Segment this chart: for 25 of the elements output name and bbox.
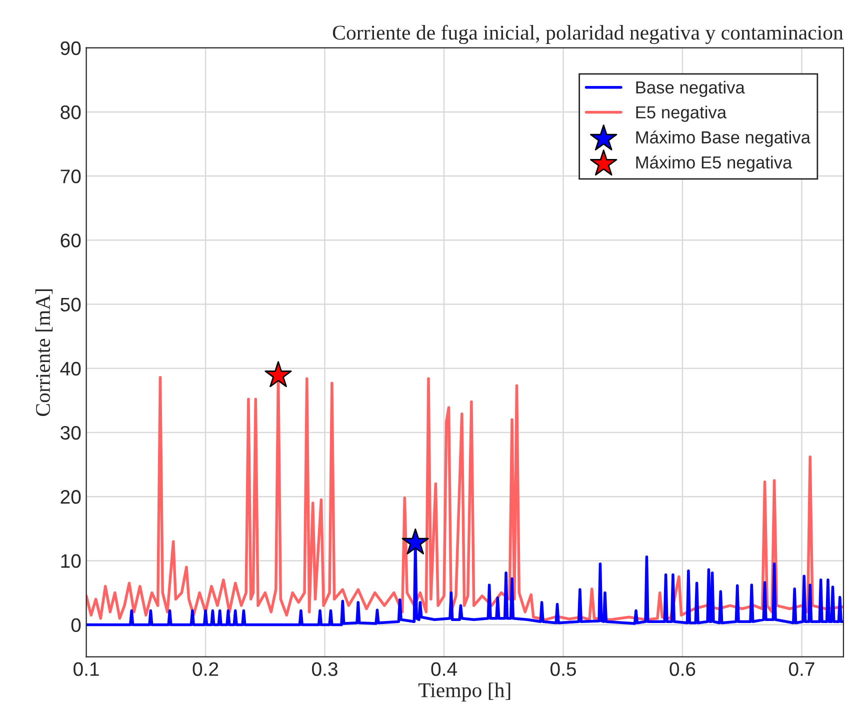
y-axis-title: Corriente [mA]	[35, 289, 53, 416]
y-tick-label: 20	[60, 490, 81, 504]
x-axis-title: Tiempo [h]	[418, 682, 510, 702]
y-tick-label: 70	[60, 170, 81, 184]
x-tick-label: 0.7	[788, 662, 814, 676]
x-tick-label: 0.3	[312, 662, 338, 676]
legend-label: Base negativa	[636, 80, 745, 98]
y-tick-label: 10	[61, 554, 81, 568]
line-series	[86, 374, 844, 622]
legend-label: E5 negativa	[636, 106, 727, 122]
y-tick-label: 50	[60, 298, 81, 312]
x-tick-label: 0.6	[670, 662, 696, 676]
y-tick-label: 40	[60, 362, 81, 376]
legend-label: Máximo E5 negativa	[636, 156, 792, 172]
x-tick-label: 0.4	[431, 662, 457, 676]
y-tick-label: 30	[60, 426, 81, 440]
x-tick-label: 0.2	[192, 662, 218, 676]
x-tick-label: 0.5	[550, 662, 576, 676]
legend-label: Máximo Base negativa	[636, 130, 810, 147]
y-tick-label: 0	[71, 618, 81, 632]
y-tick-label: 90	[60, 41, 81, 56]
x-tick-label: 0.1	[74, 662, 99, 676]
y-tick-label: 80	[60, 105, 81, 120]
y-tick-label: 60	[60, 234, 81, 248]
chart-title: Corriente de fuga inicial, polaridad negativa y contaminacion	[332, 24, 844, 44]
